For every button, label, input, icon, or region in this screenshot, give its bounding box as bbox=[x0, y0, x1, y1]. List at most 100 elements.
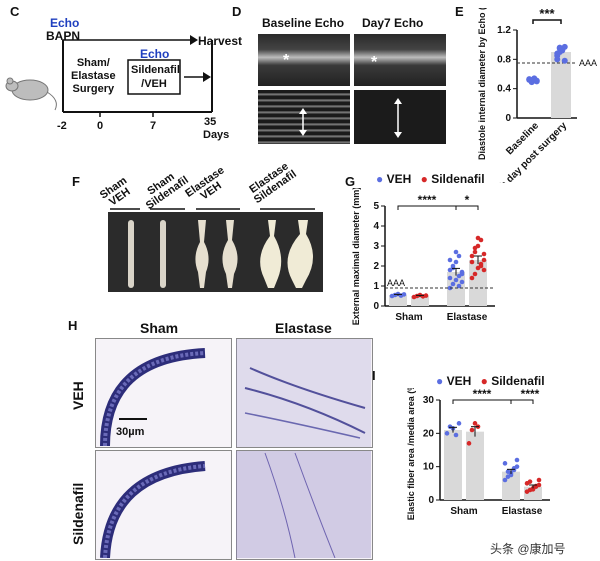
legend-sil-label: Sildenafil bbox=[431, 172, 485, 186]
e-ytick-label-1: 0.4 bbox=[497, 84, 511, 95]
i-xtick-label-1: Elastase bbox=[502, 506, 543, 517]
legend-i-veh-dot: ● bbox=[436, 374, 444, 388]
panel-g-letter: G bbox=[345, 174, 356, 189]
e-point-1-7 bbox=[561, 57, 568, 64]
i-point-0-1-0 bbox=[502, 477, 508, 483]
histology-col-sham: Sham bbox=[140, 320, 179, 336]
g-ytick-label-2: 2 bbox=[373, 261, 379, 272]
g-point-0-1-13 bbox=[456, 283, 462, 289]
timeline-sildenafil-veh: Sildenafil /VEH bbox=[131, 63, 180, 91]
chart-g-legend: ● VEH ● Sildenafil bbox=[376, 172, 485, 186]
scale-bar bbox=[119, 418, 147, 420]
mouse-icon bbox=[5, 77, 57, 111]
histology-elastase-veh bbox=[236, 338, 373, 448]
chart-i: 0 10 20 30 Elastic fiber area /media area (%… bbox=[406, 388, 550, 520]
g-bar-0-0 bbox=[389, 295, 407, 306]
timeline-days-label: Days bbox=[203, 129, 230, 141]
g-point-0-1-2 bbox=[453, 277, 459, 283]
e-ytick-label-2: 0.8 bbox=[497, 54, 511, 65]
g-ytick-label-1: 1 bbox=[373, 281, 379, 292]
g-point-1-1-12 bbox=[475, 235, 481, 241]
g-sig-bracket-right bbox=[455, 205, 479, 210]
legend-veh-dot: ● bbox=[376, 172, 384, 186]
histology-stains bbox=[100, 339, 371, 558]
panel-e-letter: E bbox=[455, 4, 464, 19]
i-point-0-1-6 bbox=[505, 469, 511, 474]
e-ytick-label-3: 1.2 bbox=[497, 25, 511, 36]
g-point-0-1-1 bbox=[450, 281, 456, 287]
e-sig-label: *** bbox=[539, 8, 555, 21]
g-sig-label-left: **** bbox=[418, 193, 437, 207]
legend-veh-label: VEH bbox=[386, 172, 412, 186]
histology-row-sil: Sildenafil bbox=[70, 482, 86, 545]
timeline-harvest: Harvest bbox=[198, 34, 243, 48]
g-point-0-0-4 bbox=[401, 292, 407, 297]
g-ytick-label-5: 5 bbox=[373, 201, 379, 212]
g-xtick-label-1: Elastase bbox=[447, 312, 488, 323]
g-point-1-1-5 bbox=[469, 253, 475, 259]
g-point-1-1-13 bbox=[478, 263, 484, 269]
g-point-0-1-9 bbox=[459, 279, 465, 285]
aorta-group-underlines bbox=[110, 208, 315, 210]
i-sig-label-right: **** bbox=[521, 388, 540, 401]
e-point-0-7 bbox=[533, 78, 540, 85]
g-point-1-1-4 bbox=[481, 257, 487, 263]
i-point-0-1-7 bbox=[508, 472, 514, 478]
timeline-surgery-line: Surgery bbox=[72, 83, 115, 95]
i-point-0-1-5 bbox=[502, 461, 508, 466]
echo-baseline-mmode bbox=[258, 90, 350, 144]
panel-d-letter: D bbox=[232, 4, 242, 19]
i-point-1-1-8 bbox=[533, 483, 539, 489]
legend-i-veh-label: VEH bbox=[446, 374, 472, 388]
watermark: 头条 @康加号 bbox=[490, 542, 566, 556]
echo-baseline-bmode bbox=[258, 34, 350, 86]
timeline-tick-0: 0 bbox=[97, 120, 104, 132]
timeline-elastase-line: Elastase bbox=[71, 70, 116, 82]
g-sig-label-right: * bbox=[465, 193, 470, 207]
aorta-group-labels: Sham VEH Sham Sildenafil Elastase VEH El… bbox=[98, 160, 325, 212]
i-point-1-0-2 bbox=[472, 421, 478, 426]
g-point-1-1-14 bbox=[481, 251, 487, 257]
i-ytick-label-1: 10 bbox=[423, 462, 435, 473]
i-bar-0-0 bbox=[444, 430, 462, 500]
i-ytick-label-3: 30 bbox=[423, 395, 435, 406]
e-bar-1 bbox=[551, 52, 571, 118]
histology-col-elastase: Elastase bbox=[275, 320, 332, 336]
echo-baseline-star: * bbox=[283, 52, 290, 69]
echo-diameter-arrows bbox=[299, 98, 402, 138]
g-ylabel: External maximal diameter (mm) bbox=[351, 188, 361, 325]
g-point-1-1-1 bbox=[472, 271, 478, 277]
g-point-0-1-8 bbox=[456, 253, 462, 259]
g-point-1-1-0 bbox=[469, 275, 475, 281]
e-ytick-label-0: 0 bbox=[505, 113, 511, 124]
g-ytick-label-3: 3 bbox=[373, 241, 379, 252]
aorta-label-elastase-sil: Elastase Sildenafil bbox=[246, 160, 299, 206]
timeline-echo-mid: Echo bbox=[140, 47, 170, 61]
i-sig-label-left: **** bbox=[473, 388, 492, 401]
histology-elastase-sil bbox=[236, 450, 373, 560]
legend-i-sil-dot: ● bbox=[480, 374, 488, 388]
e-threshold-label: AAA bbox=[579, 58, 597, 68]
timeline-sildenafil-line: Sildenafil bbox=[131, 64, 180, 76]
e-point-1-9 bbox=[556, 44, 563, 51]
g-point-1-1-6 bbox=[472, 249, 478, 255]
i-point-0-1-8 bbox=[511, 466, 517, 471]
g-point-0-1-7 bbox=[453, 259, 459, 265]
i-point-1-0-0 bbox=[466, 441, 472, 446]
i-point-1-0-1 bbox=[469, 427, 475, 433]
panel-c-letter: C bbox=[10, 4, 20, 19]
legend-i-sil-label: Sildenafil bbox=[491, 374, 545, 388]
i-point-0-1-9 bbox=[514, 457, 520, 463]
g-xtick-label-0: Sham bbox=[395, 312, 422, 323]
e-ylabel: Diastole internal diameter by Echo (mm) bbox=[477, 8, 487, 160]
timeline-veh-line: /VEH bbox=[141, 78, 167, 90]
g-point-0-1-10 bbox=[447, 275, 453, 281]
g-point-1-1-11 bbox=[472, 245, 478, 251]
i-point-0-0-3 bbox=[453, 432, 459, 438]
panel-f-letter: F bbox=[72, 174, 80, 189]
i-sig-bracket-right bbox=[510, 399, 534, 404]
g-ytick-label-4: 4 bbox=[373, 221, 379, 232]
g-point-1-0-4 bbox=[423, 293, 429, 298]
i-xtick-label-0: Sham bbox=[450, 506, 477, 517]
g-point-1-1-10 bbox=[469, 259, 475, 265]
